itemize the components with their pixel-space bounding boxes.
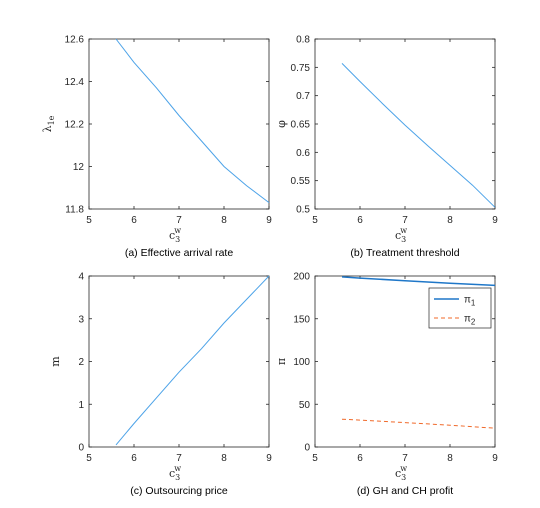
panel-effective-arrival-rate: 5 6 7 8 9 11.8 12 12.2 12.4 12.6 c3w λ1e (a) Effecti… xyxy=(41,35,272,260)
x-axis-label: c3w xyxy=(169,226,181,244)
y-tick-label: 150 xyxy=(293,314,310,325)
y-tick-label: 0 xyxy=(304,443,310,454)
y-tick-label: 11.8 xyxy=(65,205,84,216)
x-tick-label: 8 xyxy=(447,453,453,464)
x-tick-label: 6 xyxy=(357,215,363,226)
x-tick-label: 7 xyxy=(402,453,408,464)
panel-caption: (c) Outsourcing price xyxy=(130,485,228,497)
y-tick-label: 0.6 xyxy=(296,148,310,159)
x-tick-label: 8 xyxy=(447,215,453,226)
panel-caption: (b) Treatment threshold xyxy=(350,247,459,259)
y-tick-label: 0 xyxy=(78,443,84,454)
y-tick-label: 12.4 xyxy=(65,77,85,88)
y-axis-label: π xyxy=(275,358,288,365)
x-tick-label: 5 xyxy=(312,215,318,226)
x-tick-label: 7 xyxy=(176,215,182,226)
panel-profit: 5 6 7 8 9 0 50 100 150 200 c3w π (d) GH and CH profi… xyxy=(275,272,498,498)
x-tick-label: 7 xyxy=(176,453,182,464)
y-tick-label: 3 xyxy=(78,314,84,325)
y-tick-label: 2 xyxy=(78,357,84,368)
x-axis-label: c3w xyxy=(395,464,407,482)
plot-area-effective-arrival-rate xyxy=(88,38,270,210)
x-tick-label: 7 xyxy=(402,215,408,226)
x-tick-label: 5 xyxy=(86,453,92,464)
y-axis-label: m xyxy=(49,356,62,367)
x-axis-label: c3w xyxy=(169,464,181,482)
x-tick-label: 8 xyxy=(221,215,227,226)
plot-area-treatment-threshold xyxy=(314,38,496,210)
x-tick-label: 9 xyxy=(266,215,272,226)
y-tick-label: 4 xyxy=(78,272,84,283)
y-tick-label: 12.6 xyxy=(65,35,85,46)
series-line-2 xyxy=(341,418,496,429)
y-tick-label: 1 xyxy=(78,400,84,411)
x-tick-label: 6 xyxy=(131,453,137,464)
series-line-treatment-threshold xyxy=(341,63,496,208)
y-tick-label: 0.5 xyxy=(296,205,310,216)
y-tick-label: 200 xyxy=(293,272,310,283)
x-tick-label: 9 xyxy=(492,215,498,226)
y-tick-label: 0.55 xyxy=(291,176,311,187)
y-tick-label: 0.65 xyxy=(291,120,311,131)
series-line-effective-arrival-rate xyxy=(115,38,270,203)
y-axis-label: λ1e xyxy=(41,115,56,132)
legend-entry: π2 xyxy=(464,314,476,327)
x-tick-label: 6 xyxy=(357,453,363,464)
plot-area-outsourcing-price xyxy=(88,275,270,448)
legend-entry: π1 xyxy=(464,295,476,308)
panel-caption: (a) Effective arrival rate xyxy=(125,247,234,259)
y-axis-label: φ xyxy=(275,120,288,128)
x-tick-label: 8 xyxy=(221,453,227,464)
series-line-1 xyxy=(341,276,496,287)
panel-treatment-threshold: 5 6 7 8 9 0.5 0.55 0.6 0.65 0.7 0.75 0.8 c3w φ (b) Tre… xyxy=(275,35,498,260)
x-tick-label: 9 xyxy=(492,453,498,464)
x-tick-label: 5 xyxy=(312,453,318,464)
x-tick-label: 9 xyxy=(266,453,272,464)
x-tick-label: 6 xyxy=(131,215,137,226)
panel-outsourcing-price: 5 6 7 8 9 0 1 2 3 4 c3w m (c) Outsourcing price xyxy=(49,272,272,498)
y-tick-label: 0.7 xyxy=(296,91,310,102)
y-tick-label: 0.75 xyxy=(291,63,311,74)
x-axis-label: c3w xyxy=(395,226,407,244)
series-line-outsourcing-price xyxy=(115,275,270,446)
x-tick-label: 5 xyxy=(86,215,92,226)
y-tick-label: 50 xyxy=(299,400,311,411)
y-tick-label: 12.2 xyxy=(65,120,85,131)
panel-caption: (d) GH and CH profit xyxy=(357,485,453,497)
y-tick-label: 0.8 xyxy=(296,35,310,46)
y-tick-label: 12 xyxy=(73,162,85,173)
y-tick-label: 100 xyxy=(293,357,310,368)
legend-box xyxy=(428,287,492,329)
